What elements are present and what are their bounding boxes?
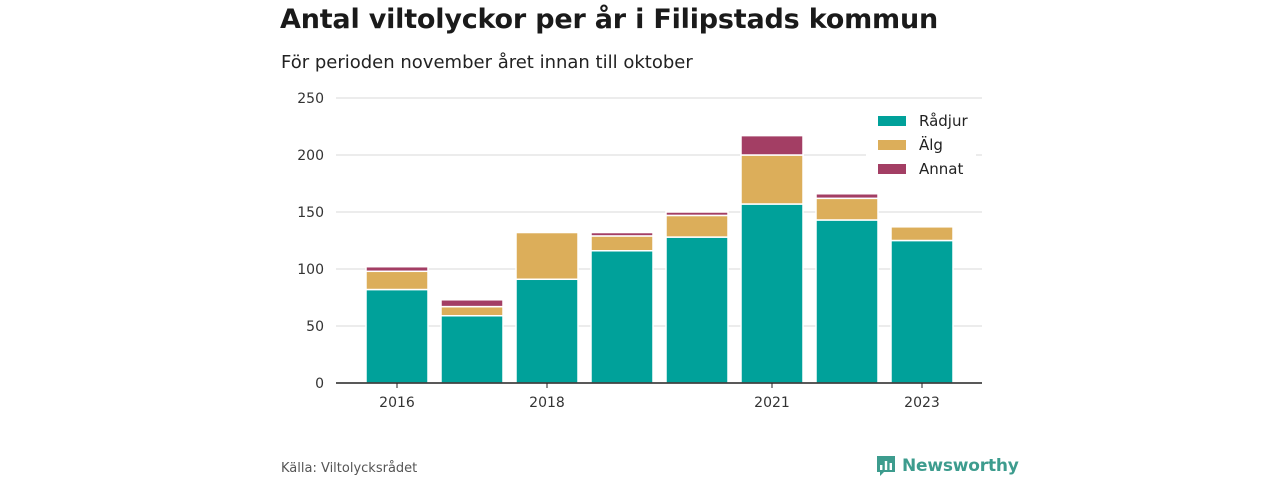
bar-segment: [590, 231, 654, 237]
bar-segment: [740, 154, 804, 205]
legend-label: Annat: [919, 160, 963, 178]
bar-segment: [590, 235, 654, 252]
bar-segment: [665, 236, 729, 384]
chart-subtitle: För perioden november året innan till ok…: [281, 52, 693, 73]
y-tick-label: 250: [297, 91, 324, 107]
x-tick-label: 2016: [379, 395, 415, 411]
newsworthy-chart-icon: [877, 456, 895, 476]
bar-segment: [440, 305, 504, 317]
bar-segment: [890, 239, 954, 384]
bar-segment: [740, 203, 804, 384]
bar-segment: [890, 226, 954, 242]
brand-logo: Newsworthy: [876, 455, 1019, 477]
bar-segment: [515, 278, 579, 384]
source-note: Källa: Viltolycksrådet: [281, 461, 418, 476]
y-tick-label: 200: [297, 148, 324, 164]
y-tick-label: 0: [315, 376, 324, 392]
legend-swatch: [878, 116, 906, 126]
x-tick-label: 2023: [904, 395, 940, 411]
y-tick-label: 150: [297, 205, 324, 221]
bar-segment: [440, 299, 504, 308]
bar-segment: [365, 288, 429, 384]
bar-segment: [590, 250, 654, 384]
bar-segment: [815, 193, 879, 200]
bar-segment: [740, 134, 804, 156]
bar-segment: [365, 270, 429, 291]
legend-swatch: [878, 140, 906, 150]
brand-name: Newsworthy: [902, 456, 1019, 476]
bar-segment: [365, 265, 429, 273]
y-tick-label: 50: [306, 319, 324, 335]
chart-title: Antal viltolyckor per år i Filipstads ko…: [280, 4, 938, 35]
bar-segment: [665, 211, 729, 217]
bar-segment: [815, 197, 879, 221]
bar-segment: [440, 314, 504, 384]
x-tick-label: 2018: [529, 395, 565, 411]
x-tick-label: 2021: [754, 395, 790, 411]
legend-label: Rådjur: [919, 112, 968, 130]
y-tick-label: 100: [297, 262, 324, 278]
legend-swatch: [878, 164, 906, 174]
bar-segment: [515, 231, 579, 281]
bar-segment: [815, 219, 879, 384]
bar-segment: [665, 214, 729, 238]
legend-label: Älg: [919, 135, 943, 154]
